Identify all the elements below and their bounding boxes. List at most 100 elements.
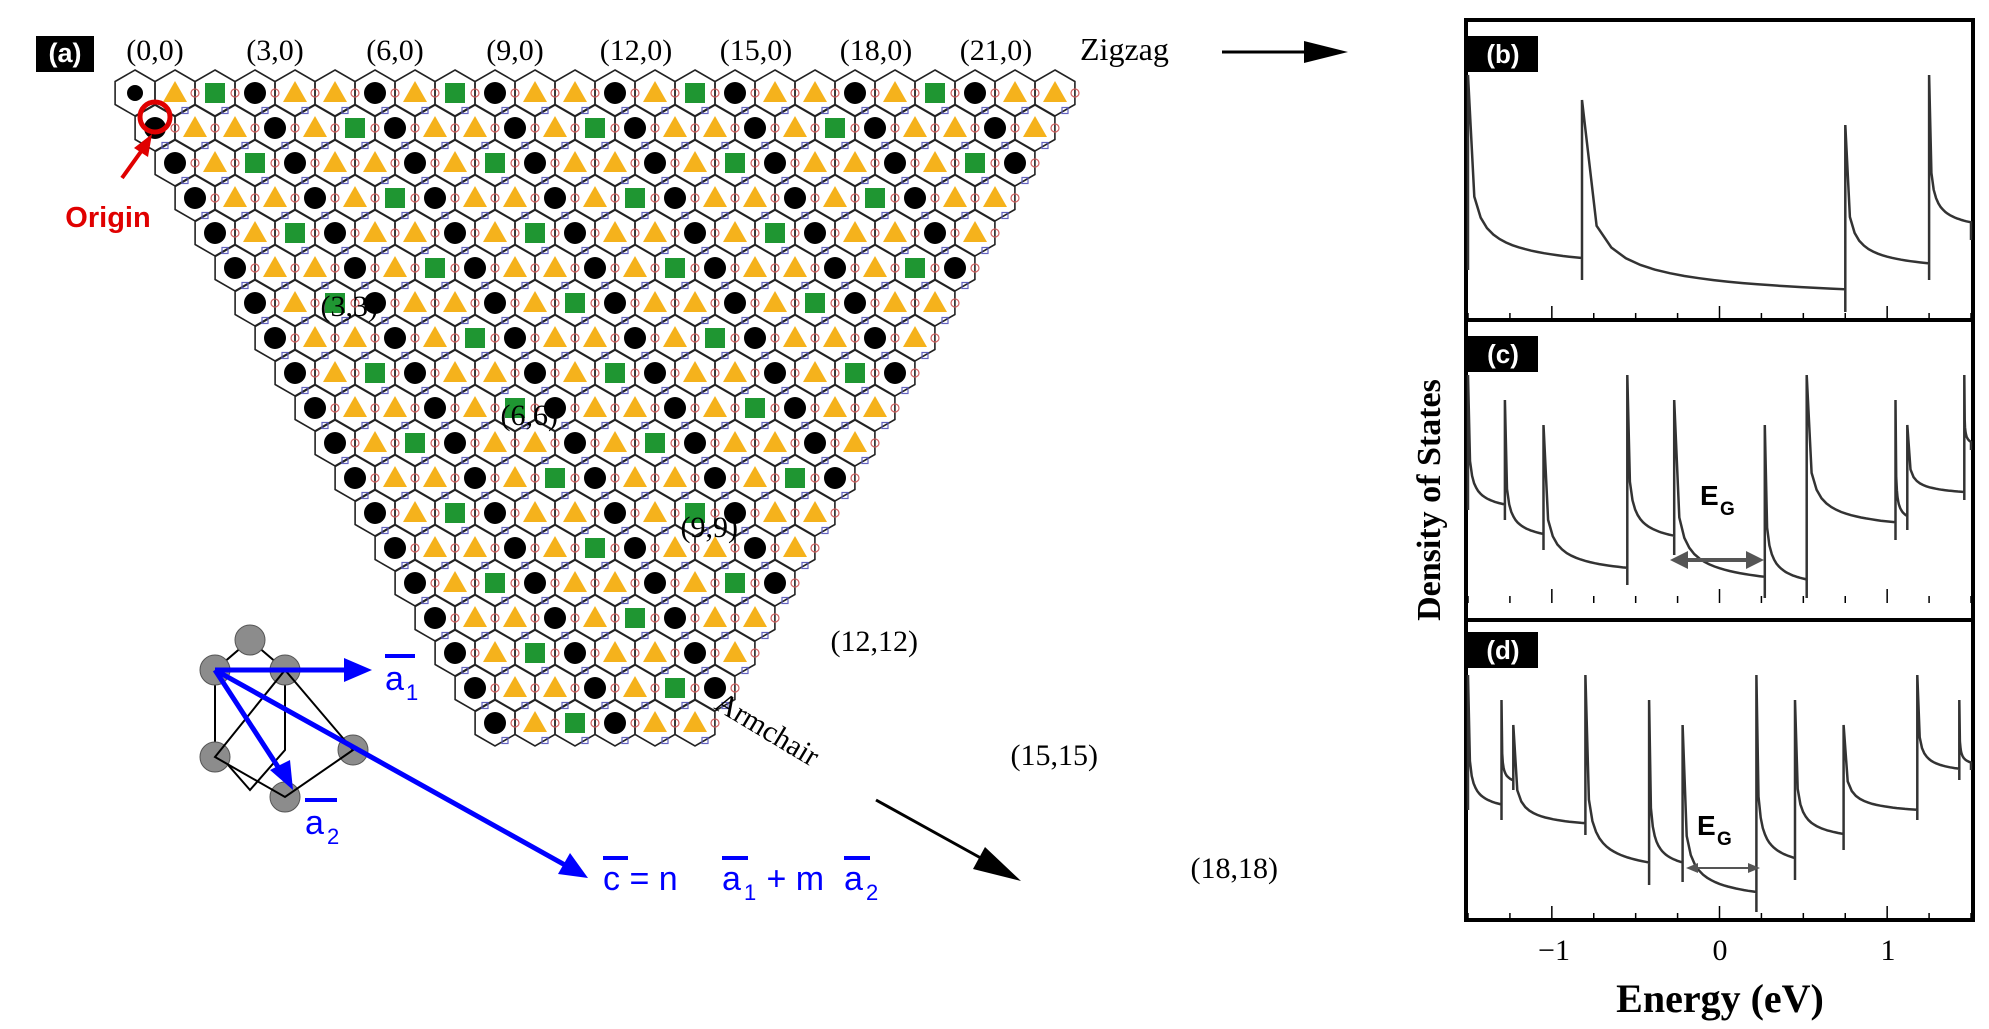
metallic-site <box>784 397 806 419</box>
bond-marker <box>341 316 349 325</box>
bond-marker <box>361 281 369 290</box>
bond-marker <box>721 351 729 360</box>
semiconducting-site-type1 <box>563 501 587 522</box>
bond-marker <box>561 631 569 640</box>
dos-curve-b <box>1466 74 1973 312</box>
bond-marker <box>881 421 889 430</box>
metallic-site <box>224 257 246 279</box>
bond-marker <box>550 158 560 168</box>
armchair-index-labels: (3,3) (6,6) (9,9) (12,12) (15,15) (18,18… <box>321 290 1278 885</box>
semiconducting-site-type1 <box>223 116 247 137</box>
semiconducting-site-type1 <box>423 116 447 137</box>
semiconducting-site-type2 <box>205 83 225 103</box>
bond-marker <box>621 456 629 465</box>
bond-marker <box>481 351 489 360</box>
metallic-site <box>744 327 766 349</box>
bond-marker <box>681 491 689 500</box>
bond-marker <box>730 193 740 203</box>
bond-marker <box>481 491 489 500</box>
hexagon-edges <box>114 69 1076 747</box>
bond-marker <box>830 368 840 378</box>
bond-marker <box>470 298 480 308</box>
semiconducting-site-type1 <box>603 221 627 242</box>
bond-marker <box>510 438 520 448</box>
bond-marker <box>230 228 240 238</box>
bond-marker <box>590 438 600 448</box>
bond-marker <box>730 403 740 413</box>
bond-marker <box>610 193 620 203</box>
eq-equals-n: = n <box>620 860 678 898</box>
semiconducting-site-type2 <box>645 433 665 453</box>
gap-arrow-c-left-head <box>1670 551 1688 569</box>
bond-marker <box>1030 88 1040 98</box>
bond-marker <box>441 421 449 430</box>
bond-marker <box>821 386 829 395</box>
bond-marker <box>490 333 500 343</box>
bond-marker <box>710 228 720 238</box>
semiconducting-site-type1 <box>583 606 607 627</box>
bond-marker <box>641 281 649 290</box>
bond-marker <box>981 246 989 255</box>
semiconducting-site-type1 <box>823 186 847 207</box>
bond-marker <box>1010 193 1020 203</box>
bond-marker <box>381 246 389 255</box>
bond-marker <box>881 141 889 150</box>
semiconducting-site-type1 <box>523 501 547 522</box>
bond-marker <box>561 421 569 430</box>
metallic-site <box>464 467 486 489</box>
bond-marker <box>430 368 440 378</box>
bond-marker <box>881 351 889 360</box>
bond-marker <box>861 106 869 115</box>
metallic-site <box>944 257 966 279</box>
semiconducting-site-type2 <box>805 293 825 313</box>
bond-marker <box>561 141 569 150</box>
metallic-site <box>764 572 786 594</box>
bond-marker <box>301 246 309 255</box>
bond-marker <box>830 438 840 448</box>
panel-d-label-box <box>1468 632 1538 668</box>
bond-marker <box>570 333 580 343</box>
bond-marker <box>610 473 620 483</box>
bond-marker <box>761 421 769 430</box>
bond-marker <box>641 631 649 640</box>
bond-marker <box>341 246 349 255</box>
metallic-site <box>264 117 286 139</box>
bond-marker <box>481 561 489 570</box>
semiconducting-site-type2 <box>465 328 485 348</box>
bond-marker <box>870 228 880 238</box>
bond-marker <box>790 368 800 378</box>
bond-marker <box>1001 141 1009 150</box>
bond-marker <box>810 263 820 273</box>
bond-marker <box>510 508 520 518</box>
eq-a1: a <box>722 860 741 898</box>
bond-marker <box>1001 211 1009 220</box>
bond-marker <box>430 228 440 238</box>
bond-marker <box>521 421 529 430</box>
gap-arrow-d-right-head <box>1748 863 1760 873</box>
bond-marker <box>521 351 529 360</box>
metallic-site <box>864 117 886 139</box>
metallic-site <box>564 432 586 454</box>
semiconducting-site-type2 <box>625 188 645 208</box>
bond-marker <box>581 106 589 115</box>
bond-marker <box>230 88 240 98</box>
semiconducting-site-type2 <box>245 153 265 173</box>
bond-marker <box>901 176 909 185</box>
bond-marker <box>590 298 600 308</box>
bond-marker <box>390 438 400 448</box>
bond-marker <box>361 141 369 150</box>
bond-marker <box>290 333 300 343</box>
metallic-site <box>564 642 586 664</box>
bond-marker <box>790 158 800 168</box>
bond-marker <box>581 386 589 395</box>
bond-marker <box>550 578 560 588</box>
bond-marker <box>770 543 780 553</box>
metallic-site <box>364 292 386 314</box>
bond-marker <box>450 263 460 273</box>
bond-marker <box>590 88 600 98</box>
semiconducting-site-type1 <box>783 326 807 347</box>
semiconducting-site-type2 <box>925 83 945 103</box>
semiconducting-site-type1 <box>603 151 627 172</box>
bond-marker <box>321 421 329 430</box>
metallic-site <box>284 152 306 174</box>
